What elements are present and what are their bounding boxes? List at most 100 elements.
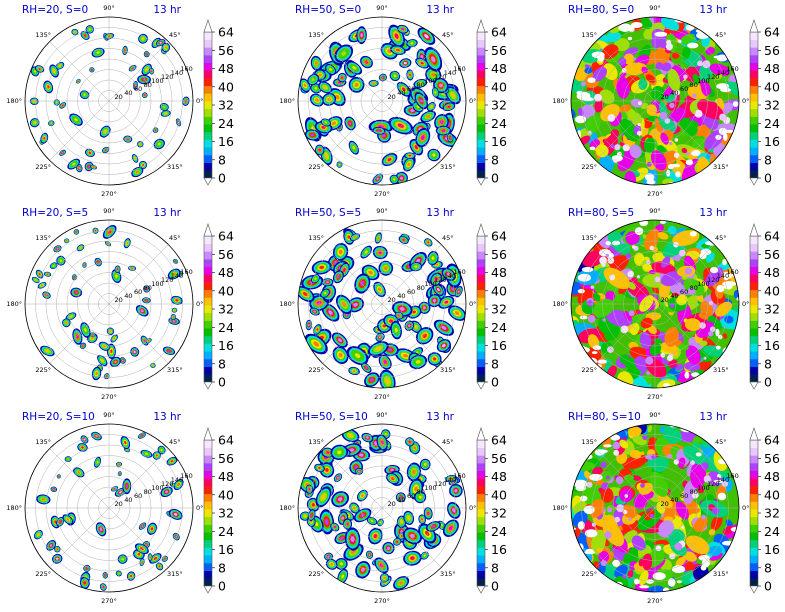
colorbar-segment <box>204 440 212 448</box>
colorbar-segment <box>204 55 212 64</box>
field-cell <box>584 67 593 74</box>
field-cell <box>56 247 59 250</box>
radial-tick-label: 160 <box>453 268 465 276</box>
field-gap <box>587 77 596 83</box>
radial-tick-label: 40 <box>124 496 132 504</box>
polar-grid <box>297 423 467 593</box>
field-peak <box>613 449 620 456</box>
colorbar: 0 8 16 24 32 40 48 56 64 <box>749 427 780 594</box>
field-cell <box>133 350 136 354</box>
field-cell <box>83 93 86 96</box>
colorbar-segment <box>750 47 758 56</box>
field-peak <box>650 514 654 518</box>
field-peak <box>616 504 625 513</box>
field-cell <box>175 299 179 302</box>
angle-tick-label: 45° <box>442 438 454 446</box>
field-layer <box>31 224 184 381</box>
field-gap <box>685 24 695 31</box>
panel-time: 13 hr <box>699 207 727 219</box>
field-gap <box>589 146 596 151</box>
field-peak <box>674 89 681 96</box>
grid-spoke <box>654 41 715 102</box>
colorbar-segment <box>204 124 212 133</box>
colorbar-segment <box>204 374 212 383</box>
field-cell <box>420 135 425 141</box>
field-cell <box>435 263 439 266</box>
field-cell <box>364 366 368 370</box>
field-peak <box>645 356 654 365</box>
field-layer <box>29 25 190 178</box>
field-cell <box>121 359 124 362</box>
grid-spoke <box>322 41 383 102</box>
colorbar-extend-min <box>749 381 759 390</box>
angle-tick-label: 225° <box>581 570 597 578</box>
panel-time: 13 hr <box>153 4 181 16</box>
colorbar-tick-label: 8 <box>218 560 226 575</box>
colorbar-segment <box>477 108 485 117</box>
colorbar-segment <box>477 78 485 87</box>
field-gap <box>634 227 644 236</box>
angle-tick-label: 270° <box>374 393 390 401</box>
field-cell <box>167 349 171 352</box>
radial-tick-label: 80 <box>144 284 152 292</box>
colorbar-segment <box>204 463 212 472</box>
radial-tick-label: 60 <box>680 492 688 500</box>
field-gap <box>715 328 720 337</box>
colorbar: 0 8 16 24 32 40 48 56 64 <box>749 223 780 390</box>
field-cell <box>38 67 41 70</box>
radial-tick-label: 160 <box>453 65 465 73</box>
colorbar-segment <box>750 463 758 472</box>
colorbar-tick-label: 40 <box>491 487 507 502</box>
field-cell <box>92 166 95 168</box>
colorbar-segment <box>750 447 758 456</box>
field-gap <box>589 473 603 481</box>
field-gap <box>591 351 598 355</box>
field-cell <box>46 273 49 275</box>
field-cell <box>697 100 724 120</box>
colorbar-tick-label: 24 <box>218 116 234 131</box>
field-gap <box>700 248 712 256</box>
colorbar-segment <box>477 555 485 564</box>
colorbar-segment <box>750 154 758 163</box>
colorbar-tick-label: 0 <box>491 171 499 186</box>
colorbar-segment <box>204 358 212 367</box>
colorbar-segment <box>750 305 758 314</box>
radial-tick-label: 40 <box>124 89 132 97</box>
panel-time: 13 hr <box>153 207 181 219</box>
colorbar-tick-label: 32 <box>764 506 780 521</box>
angle-tick-label: 45° <box>169 438 181 446</box>
field-gap <box>715 345 721 350</box>
colorbar-segment <box>477 509 485 518</box>
angle-tick-label: 315° <box>167 570 183 578</box>
angle-tick-label: 180° <box>279 504 295 512</box>
colorbar-tick-label: 32 <box>491 98 507 113</box>
colorbar-tick-label: 48 <box>764 469 780 484</box>
field-cell <box>382 133 386 138</box>
angle-tick-label: 135° <box>35 438 51 446</box>
colorbar-segment <box>750 259 758 268</box>
field-cell <box>643 137 656 153</box>
field-cell <box>338 352 343 358</box>
field-cell <box>310 133 315 137</box>
field-cell <box>335 94 340 100</box>
polar-grid <box>24 219 194 389</box>
colorbar-segment <box>204 251 212 260</box>
field-cell <box>314 86 318 90</box>
colorbar: 0 8 16 24 32 40 48 56 64 <box>203 19 234 186</box>
angle-tick-label: 0° <box>742 300 749 308</box>
field-cell <box>326 281 329 284</box>
field-cell <box>414 145 419 150</box>
radial-tick-label: 140 <box>444 69 456 77</box>
field-cell <box>408 324 411 327</box>
radial-tick-label: 40 <box>397 89 405 97</box>
field-peak <box>646 161 652 167</box>
field-cell <box>69 315 73 318</box>
radial-tick-label: 160 <box>180 268 192 276</box>
colorbar-extend-max <box>749 223 759 237</box>
colorbar-segment <box>204 131 212 140</box>
colorbar-segment <box>477 578 485 587</box>
field-cell <box>671 52 680 59</box>
